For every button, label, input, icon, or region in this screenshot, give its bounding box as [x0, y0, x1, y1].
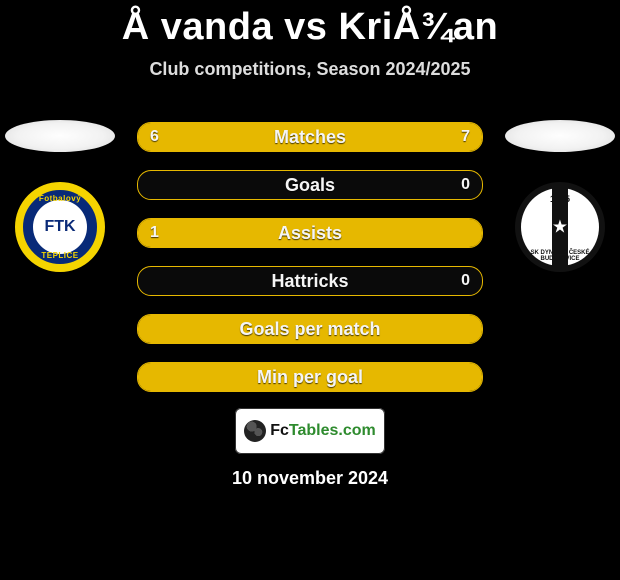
stat-bar: 6 Matches 7 [137, 122, 483, 152]
stat-label: Min per goal [257, 367, 363, 388]
player-left-silhouette [5, 120, 115, 152]
stat-bar: 1 Assists [137, 218, 483, 248]
club-ring-text-top: Fotbalový [23, 194, 97, 203]
stat-label: Goals [285, 175, 335, 196]
stat-label: Goals per match [239, 319, 380, 340]
club-name-right: SK DYNAMO ČESKÉ BUDĚJOVICE [521, 250, 599, 262]
player-left-column: Fotbalový FTK TEPLICE [0, 120, 120, 272]
stat-value-left: 6 [150, 128, 159, 146]
subtitle: Club competitions, Season 2024/2025 [149, 59, 470, 80]
club-badge-right: 1905 ★ SK DYNAMO ČESKÉ BUDĚJOVICE [515, 182, 605, 272]
player-right-silhouette [505, 120, 615, 152]
comparison-card: Å vanda vs KriÅ¾an Club competitions, Se… [0, 0, 620, 580]
player-right-column: 1905 ★ SK DYNAMO ČESKÉ BUDĚJOVICE [500, 120, 620, 272]
comparison-bars: 6 Matches 7 Goals 0 1 Assists Hattricks … [137, 122, 483, 392]
club-badge-left: Fotbalový FTK TEPLICE [15, 182, 105, 272]
club-abbrev-left: FTK [33, 200, 87, 254]
stat-bar: Goals 0 [137, 170, 483, 200]
stat-value-right: 7 [461, 128, 470, 146]
footer-brand: FcTables.com [270, 422, 376, 440]
stat-bar: Min per goal [137, 362, 483, 392]
stat-label: Hattricks [271, 271, 348, 292]
stat-label: Assists [278, 223, 342, 244]
stat-bar: Hattricks 0 [137, 266, 483, 296]
page-title: Å vanda vs KriÅ¾an [122, 6, 498, 49]
stat-fill-left [138, 123, 296, 151]
footer-logo: FcTables.com [235, 408, 385, 454]
club-ring-text-bottom: TEPLICE [23, 251, 97, 260]
stat-bar: Goals per match [137, 314, 483, 344]
footer-brand-right: Tables.com [289, 422, 376, 439]
footer-brand-left: Fc [270, 422, 289, 439]
stat-value-right: 0 [461, 272, 470, 290]
stat-value-left: 1 [150, 224, 159, 242]
stat-value-right: 0 [461, 176, 470, 194]
date: 10 november 2024 [232, 468, 388, 489]
globe-icon [244, 420, 266, 442]
stat-label: Matches [274, 127, 346, 148]
club-star-icon: ★ [552, 217, 568, 238]
